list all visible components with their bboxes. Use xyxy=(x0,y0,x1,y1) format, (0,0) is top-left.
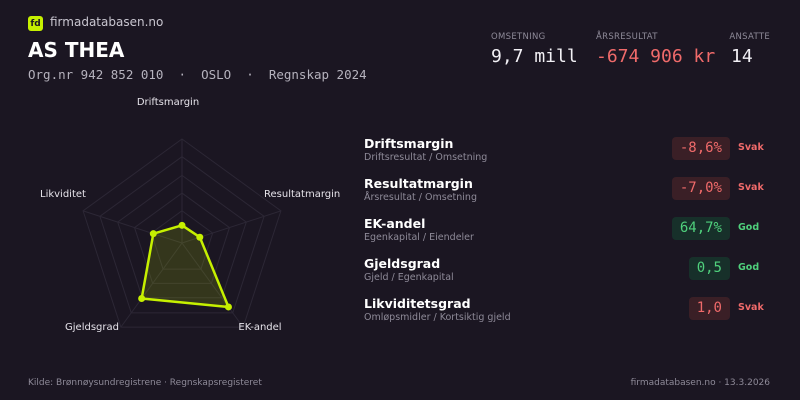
metric-value: -7,0% xyxy=(671,177,730,200)
radar-ring xyxy=(82,138,282,328)
company-subtitle: Org.nr 942 852 010 · OSLO · Regnskap 202… xyxy=(28,67,367,82)
radar-point xyxy=(138,295,146,303)
radar-ring xyxy=(150,210,214,270)
stat-label-omsetning: OMSETNING xyxy=(491,32,546,42)
metric-value: 1,0 xyxy=(688,297,730,320)
metric-name: Driftsmargin xyxy=(364,136,454,151)
radar-area xyxy=(140,224,230,309)
radar-ring xyxy=(117,174,247,299)
metric-row: Driftsmargin Driftsresultat / Omsetning … xyxy=(364,136,774,172)
site-name[interactable]: firmadatabasen.no xyxy=(50,15,164,29)
metric-formula: Årsresultat / Omsetning xyxy=(364,192,477,203)
radar-chart: Driftsmargin Resultatmargin EK-andel Gje… xyxy=(40,97,340,333)
radar-spoke xyxy=(181,242,244,328)
metric-value: 0,5 xyxy=(688,257,730,280)
metric-formula: Omløpsmidler / Kortsiktig gjeld xyxy=(364,312,511,323)
axis-label-likviditet: Likviditet xyxy=(40,189,86,200)
metric-formula: Egenkapital / Eiendeler xyxy=(364,232,474,243)
metric-name: Resultatmargin xyxy=(364,176,473,191)
metric-status: Svak xyxy=(738,142,764,153)
axis-label-ek-andel: EK-andel xyxy=(238,322,281,333)
radar-point xyxy=(196,233,204,241)
stat-label-arsresultat: ÅRSRESULTAT xyxy=(596,32,658,42)
radar-point xyxy=(224,303,232,311)
metric-name: Likviditetsgrad xyxy=(364,296,471,311)
radar-ring xyxy=(99,156,265,314)
footer-site-date: firmadatabasen.no · 13.3.2026 xyxy=(630,378,770,388)
metric-row: Resultatmargin Årsresultat / Omsetning -… xyxy=(364,176,774,212)
metric-name: Gjeldsgrad xyxy=(364,256,441,271)
metric-status: Svak xyxy=(738,182,764,193)
axis-label-resultatmargin: Resultatmargin xyxy=(264,189,340,200)
axis-label-driftsmargin: Driftsmargin xyxy=(137,97,199,108)
metric-row: EK-andel Egenkapital / Eiendeler 64,7% G… xyxy=(364,216,774,252)
radar-point xyxy=(149,230,157,238)
metric-status: God xyxy=(738,262,760,273)
metric-value: -8,6% xyxy=(671,137,730,160)
radar-ring xyxy=(133,192,231,284)
metric-name: EK-andel xyxy=(364,216,426,231)
metric-row: Likviditetsgrad Omløpsmidler / Kortsikti… xyxy=(364,296,774,332)
metric-status: God xyxy=(738,222,760,233)
radar-point xyxy=(178,221,186,229)
stat-label-ansatte: ANSATTE xyxy=(729,32,770,42)
metric-value: 64,7% xyxy=(671,217,730,240)
metric-formula: Driftsresultat / Omsetning xyxy=(364,152,488,163)
stat-value-ansatte: 14 xyxy=(731,46,753,67)
logo-icon: fd xyxy=(28,16,43,31)
stat-value-omsetning: 9,7 mill xyxy=(491,46,578,67)
footer-source: Kilde: Brønnøysundregistrene · Regnskaps… xyxy=(28,378,262,388)
stat-value-arsresultat: -674 906 kr xyxy=(596,46,716,67)
metric-formula: Gjeld / Egenkapital xyxy=(364,272,454,283)
radar-spoke xyxy=(82,210,183,244)
company-name: AS THEA xyxy=(28,38,125,62)
metric-status: Svak xyxy=(738,302,764,313)
metric-row: Gjeldsgrad Gjeld / Egenkapital 0,5 God xyxy=(364,256,774,292)
radar-spoke xyxy=(120,242,183,328)
axis-label-gjeldsgrad: Gjeldsgrad xyxy=(65,322,119,333)
